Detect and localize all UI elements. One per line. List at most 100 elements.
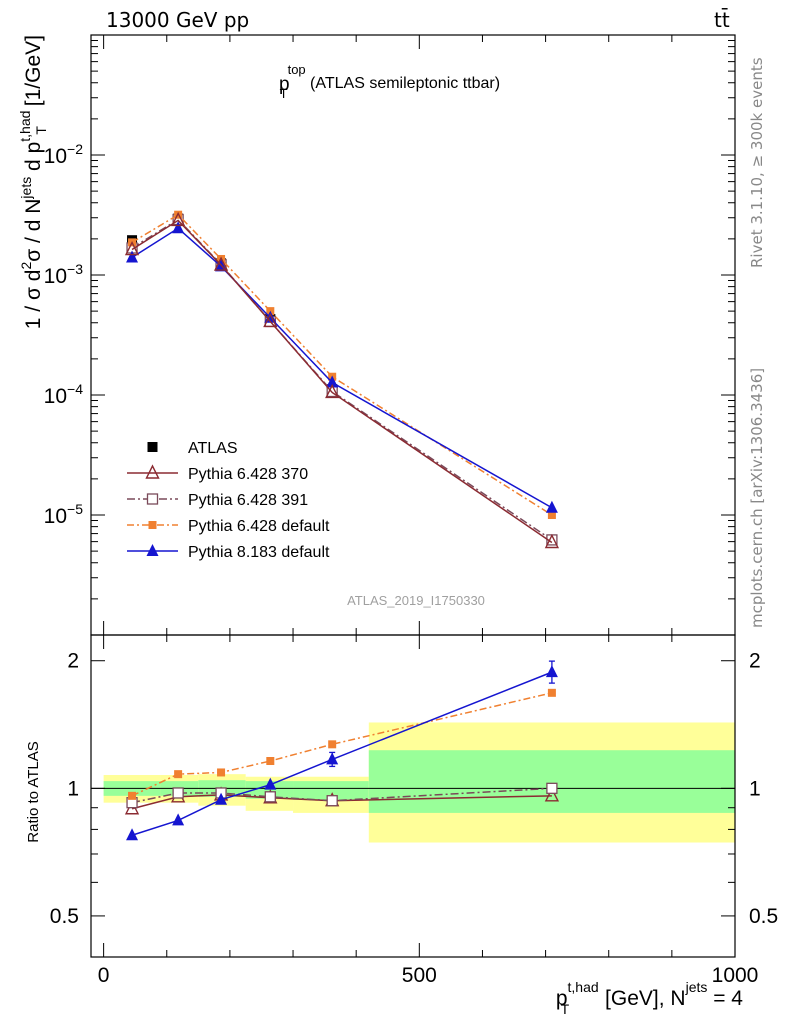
ratio-ytick-label-right-1: 1 [749,777,761,800]
ratio-point-pythia-6-428-391-5 [546,782,558,794]
ratio-point-pythia-6-428-391-1 [172,787,184,799]
ratio-point-pythia-6-428-370-5 [544,787,560,802]
ylabel-sup-b: jets [18,177,34,200]
ylabel-sub-c: T [33,126,49,135]
series-line-pythia-8-183-default [131,227,553,509]
ratio-point-pythia-8-183-default-2 [215,792,228,805]
xlabel-part-c: = 4 [707,987,743,1010]
point-pythia-8-183-default-0 [126,250,139,263]
ratio-point-pythia-6-428-391-3 [264,791,276,803]
main-ytick-exp: −2 [67,141,83,157]
ratio-point-pythia-6-428-default-0 [128,791,137,800]
ratio-point-pythia-6-428-391-4 [326,795,338,807]
xlabel-sub-a: T [561,1001,570,1017]
main-ytick-label-0: 10−2 [44,141,84,168]
legend-label-pythia-6-428-default: Pythia 6.428 default [188,518,330,535]
legend-marker-pythia-8-183-default [146,544,159,556]
legend-marker-pythia-6-428-391 [146,493,159,505]
point-pythia-8-183-default-4 [326,375,339,388]
point-pythia-8-183-default-5 [545,500,558,513]
legend-label-pythia-8-183-default: Pythia 8.183 default [188,544,330,561]
ratio-series-pythia-8-183-default [126,660,558,841]
point-pythia-6-428-370-3 [263,312,278,328]
ylabel-part-a: 1 / σ d [22,270,45,330]
ratio-point-pythia-8-183-default-4 [326,752,339,765]
ylabel-part-d: [1/GeV] [22,35,45,112]
point-pythia-6-428-370-0 [124,240,140,256]
ylabel-part-b: σ / d N [22,199,45,262]
rivet-label: Rivet 3.1.10, ≥ 300k events [748,57,766,268]
ratio-series-pythia-6-428-default [128,688,556,800]
point-pythia-6-428-370-5 [544,533,560,549]
main-ytick-base: 10 [44,145,67,168]
ratio-ytick-label-right-0: 0.5 [749,905,778,928]
legend-entry-pythia-8-183-default: Pythia 8.183 default [127,544,330,561]
main-ytick-exp: −4 [67,381,83,397]
title-sub: T [280,86,288,101]
mcplots-label: mcplots.cern.ch [arXiv:1306.3436] [748,367,766,628]
ratio-point-pythia-6-428-default-1 [174,770,183,779]
plot-title: ptop T (ATLAS semileptonic ttbar) [279,62,500,101]
point-pythia-6-428-default-5 [547,511,556,519]
main-ytick-exp: −3 [67,261,83,277]
ratio-ytick-label-left-0: 0.5 [50,905,79,928]
legend-entry-pythia-6-428-default: Pythia 6.428 default [127,518,330,535]
main-ytick-label-3: 10−5 [44,501,84,528]
legend-label-pythia-6-428-370: Pythia 6.428 370 [188,466,308,483]
ratio-point-pythia-8-183-default-5 [545,665,558,678]
point-pythia-6-428-370-1 [170,211,186,227]
series-line-pythia-6-428-default [131,213,553,516]
title-main: p [279,74,290,95]
xtick-label-1: 500 [402,964,437,987]
legend-label-pythia-6-428-391: Pythia 6.428 391 [188,492,308,509]
main-ytick-base: 10 [44,385,67,408]
legend-marker-pythia-6-428-default [148,521,157,529]
main-ytick-exp: −5 [67,501,83,517]
title-rest: (ATLAS semileptonic ttbar) [306,75,500,92]
xlabel: pt,had T [GeV], Njets = 4 [556,979,743,1017]
ylabel-sup-a: 2 [18,262,34,270]
series-line-pythia-6-428-370 [131,219,553,544]
ratio-point-pythia-8-183-default-3 [264,777,277,790]
uncertainty-band-green-3 [245,781,294,799]
main-ytick-label-1: 10−3 [44,261,84,288]
xlabel-sup-a: t,had [568,979,599,995]
point-pythia-6-428-370-2 [213,256,229,271]
legend-marker-atlas [147,442,158,452]
ratio-line-pythia-6-428-370 [131,794,552,810]
ratio-ytick-label-left-2: 2 [67,650,79,673]
xtick-label-0: 0 [98,964,110,987]
point-pythia-6-428-370-4 [325,383,340,399]
xlabel-part-a: p [556,987,568,1010]
xlabel-part-b: [GeV], N [599,987,685,1010]
ratio-point-pythia-8-183-default-1 [172,813,185,826]
series-pythia-6-428-370 [124,211,560,549]
ylabel-part-c: d p [22,142,45,177]
legend-marker-pythia-6-428-370 [145,464,160,479]
legend-entry-pythia-6-428-391: Pythia 6.428 391 [127,492,308,509]
process-label: tt̄ [714,8,730,32]
uncertainty-band-green-4 [293,781,369,800]
legend-entry-atlas: ATLAS [147,440,238,457]
title-sup: top [288,62,306,77]
ratio-point-pythia-6-428-default-3 [266,757,275,766]
xlabel-sup-b: jets [685,979,708,995]
main-ytick-label-2: 10−4 [44,381,84,408]
ratio-point-pythia-6-428-default-2 [217,768,226,777]
ylabel-sup-c: t,had [17,111,33,142]
xtick-label-2: 1000 [712,964,759,987]
watermark: ATLAS_2019_I1750330 [347,593,485,608]
main-ytick-base: 10 [44,505,67,528]
ratio-point-pythia-6-428-default-4 [328,740,337,749]
ratio-point-pythia-8-183-default-0 [126,828,139,841]
ratio-point-pythia-6-428-default-5 [547,688,556,697]
main-ytick-base: 10 [44,265,67,288]
energy-label: 13000 GeV pp [106,8,250,32]
uncertainty-band-green-5 [368,750,735,813]
legend-entry-pythia-6-428-370: Pythia 6.428 370 [127,464,308,483]
ratio-ytick-label-right-2: 2 [749,650,761,673]
ratio-ylabel: Ratio to ATLAS [25,741,42,842]
ratio-line-pythia-6-428-default [131,692,553,797]
